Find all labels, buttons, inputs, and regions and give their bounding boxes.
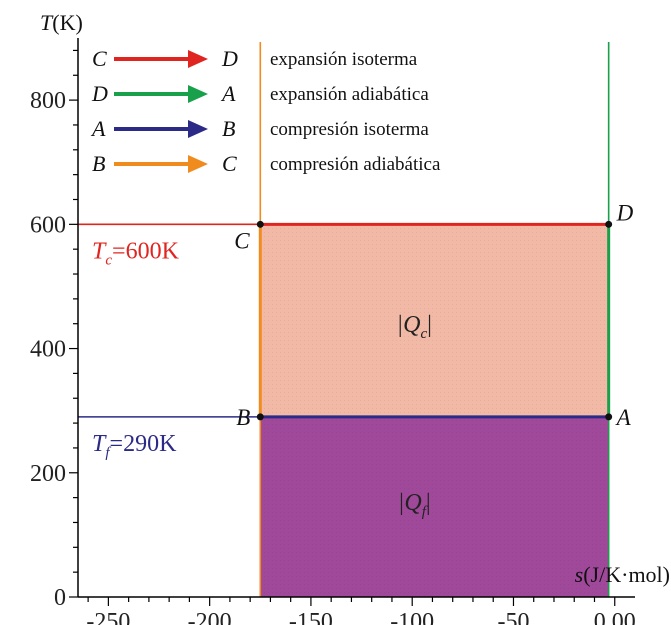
legend-to-label: D [221, 46, 238, 71]
heat-bar: | [426, 490, 431, 516]
isotherm-symbol: T [92, 238, 107, 264]
point-label-b: B [236, 405, 250, 430]
point-marker-d [605, 220, 613, 228]
legend-arrow-head [188, 155, 208, 173]
legend-to-label: A [220, 81, 236, 106]
isotherm-value: =290K [110, 431, 178, 457]
legend-arrow-head [188, 120, 208, 138]
point-marker-b [256, 413, 264, 421]
legend-arrow-head [188, 85, 208, 103]
y-tick-label: 800 [30, 88, 66, 114]
y-tick-label: 0 [54, 585, 66, 611]
x-tick-label: 0.00 [594, 609, 636, 625]
isotherm-label-hot: Tc=600K [92, 238, 180, 268]
x-tick-label: -50 [497, 609, 529, 625]
legend-to-label: C [222, 151, 237, 176]
isotherm-label-cold: Tf=290K [92, 431, 177, 461]
legend-description: compresión isoterma [270, 119, 429, 140]
x-axis-label-symbol: s [575, 562, 584, 587]
y-axis-label-unit: (K) [52, 10, 83, 35]
legend-arrow-head [188, 50, 208, 68]
point-marker-c [256, 220, 264, 228]
x-tick-label: -150 [289, 609, 333, 625]
y-tick-label: 200 [30, 461, 66, 487]
legend-from-label: B [92, 151, 105, 176]
point-label-d: D [616, 200, 634, 225]
legend-from-label: C [92, 46, 107, 71]
x-tick-label: -100 [390, 609, 434, 625]
point-label-c: C [234, 228, 250, 253]
y-axis-label: T(K) [40, 10, 83, 35]
heat-subscript: f [422, 504, 428, 520]
y-axis-label-symbol: T [40, 10, 54, 35]
y-tick-label: 400 [30, 337, 66, 363]
x-tick-label: -200 [188, 609, 232, 625]
isotherm-value: =600K [112, 238, 180, 264]
heat-symbol: |Q [398, 490, 422, 516]
legend-from-label: A [90, 116, 106, 141]
legend-description: expansión adiabática [270, 84, 429, 105]
legend-description: expansión isoterma [270, 49, 418, 70]
heat-bar: | [427, 312, 432, 338]
point-label-a: A [615, 405, 632, 430]
legend-description: compresión adiabática [270, 154, 441, 175]
isotherm-symbol: T [92, 431, 107, 457]
y-tick-label: 600 [30, 212, 66, 238]
x-axis-label: s(J/K·mol) [575, 562, 670, 587]
point-marker-a [605, 413, 613, 421]
legend-to-label: B [222, 116, 235, 141]
isotherm-subscript: c [105, 252, 112, 268]
heat-label-qc: |Qc| [397, 312, 432, 342]
x-tick-label: -250 [86, 609, 130, 625]
region-texture [260, 416, 609, 597]
region-texture [260, 224, 609, 417]
isotherm-subscript: f [105, 445, 111, 461]
heat-subscript: c [420, 326, 427, 342]
heat-label-qf: |Qf| [398, 490, 431, 520]
legend-from-label: D [91, 81, 108, 106]
heat-symbol: |Q [397, 312, 421, 338]
x-axis-label-unit: (J/K·mol) [583, 562, 670, 587]
